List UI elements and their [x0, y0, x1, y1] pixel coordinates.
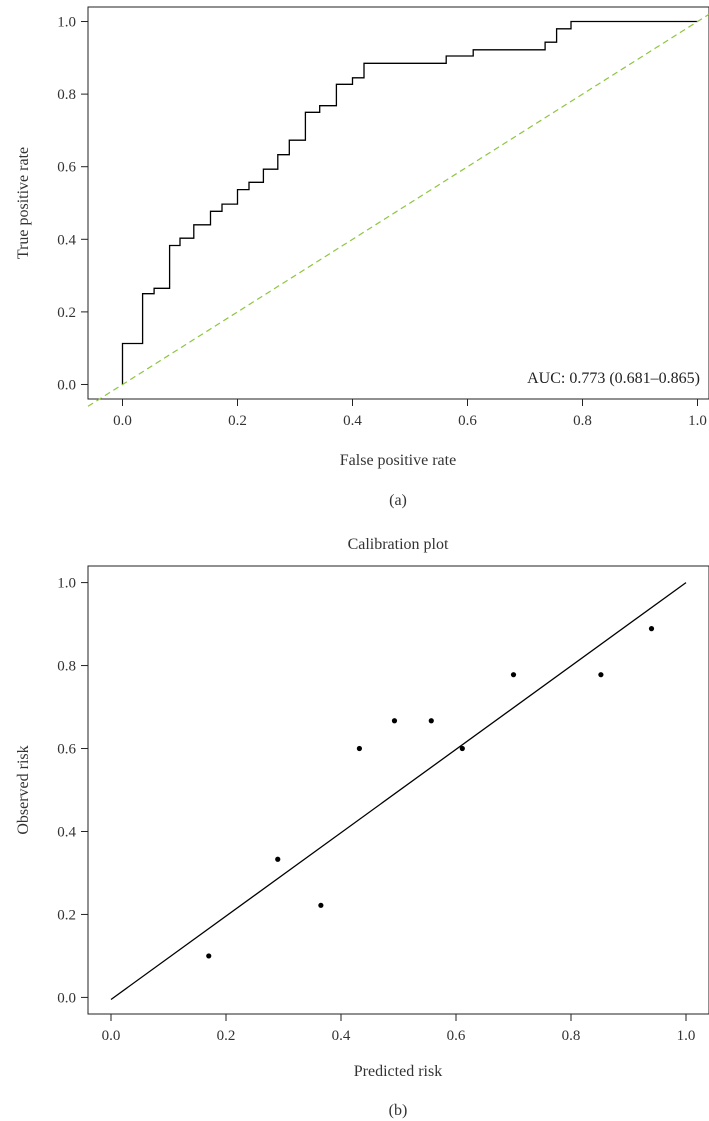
calibration-fit-line [110, 582, 687, 1001]
roc-curve [121, 20, 698, 385]
calibration-point [391, 718, 398, 724]
auc-annotation: AUC: 0.773 (0.681–0.865) [527, 370, 700, 387]
calibration-x-axis-label: Predicted risk [354, 1063, 442, 1080]
roc-y-tick-label: 0.6 [57, 160, 76, 176]
calibration-x-tick-label: 0.8 [562, 1028, 581, 1044]
calibration-y-tick-label: 0.0 [57, 990, 76, 1006]
roc-x-tick-label: 0.6 [458, 413, 477, 429]
roc-y-tick-label: 1.0 [57, 15, 76, 31]
calibration-points [206, 626, 655, 959]
calibration-y-tick-label: 1.0 [57, 576, 76, 592]
calibration-point [510, 672, 517, 678]
calibration-lines [110, 582, 687, 1001]
roc-lines [87, 13, 709, 407]
calibration-point [318, 902, 324, 908]
calibration-y-tick-label: 0.8 [57, 659, 76, 675]
calibration-point [275, 856, 281, 862]
roc-plot-frame [87, 6, 709, 400]
roc-y-tick-label: 0.8 [57, 87, 76, 103]
calibration-point [206, 953, 212, 959]
calibration-x-tick-label: 0.0 [102, 1028, 121, 1044]
roc-x-tick-label: 0.0 [113, 413, 132, 429]
calibration-title: Calibration plot [348, 536, 449, 553]
roc-x-tick-label: 1.0 [688, 413, 707, 429]
calibration-point [428, 718, 434, 724]
calibration-x-tick-label: 0.6 [447, 1028, 466, 1044]
calibration-y-tick-label: 0.2 [57, 907, 76, 923]
calibration-x-tick-label: 1.0 [677, 1028, 696, 1044]
calibration-x-tick-label: 0.2 [217, 1028, 236, 1044]
roc-x-tick-label: 0.2 [228, 413, 247, 429]
calibration-y-axis-label: Observed risk [15, 745, 32, 834]
calibration-point [459, 745, 465, 752]
roc-panel: 0.0 0.2 0.4 0.6 0.8 1.0 0.0 0.2 0.4 0.6 0.8 1.0 AU… [15, 6, 709, 509]
roc-y-tick-label: 0.0 [57, 377, 76, 393]
calibration-point [356, 745, 362, 752]
calibration-point [598, 672, 604, 678]
calibration-point [648, 626, 655, 632]
roc-panel-label: (a) [389, 492, 407, 509]
roc-reference-line [87, 13, 709, 407]
calibration-y-ticks: 0.0 0.2 0.4 0.6 0.8 1.0 [57, 576, 88, 1006]
roc-y-ticks: 0.0 0.2 0.4 0.6 0.8 1.0 [57, 15, 88, 393]
calibration-y-tick-label: 0.6 [57, 742, 76, 758]
roc-x-tick-label: 0.4 [343, 413, 362, 429]
calibration-panel-label: (b) [389, 1102, 408, 1119]
calibration-plot-frame [87, 565, 709, 1015]
roc-x-tick-label: 0.8 [573, 413, 592, 429]
roc-y-axis-label: True positive rate [15, 147, 32, 259]
calibration-panel: Calibration plot 0.0 0.2 0.4 0.6 0.8 1.0 0.00… [15, 536, 709, 1119]
roc-x-ticks: 0.0 0.2 0.4 0.6 0.8 1.0 [113, 399, 707, 429]
roc-y-tick-label: 0.2 [57, 305, 76, 321]
roc-y-tick-label: 0.4 [57, 232, 76, 248]
calibration-x-tick-label: 0.4 [332, 1028, 351, 1044]
calibration-x-ticks: 0.0 0.2 0.4 0.6 0.8 1.0 [102, 1014, 696, 1044]
calibration-y-tick-label: 0.4 [57, 824, 76, 840]
roc-x-axis-label: False positive rate [340, 452, 456, 469]
